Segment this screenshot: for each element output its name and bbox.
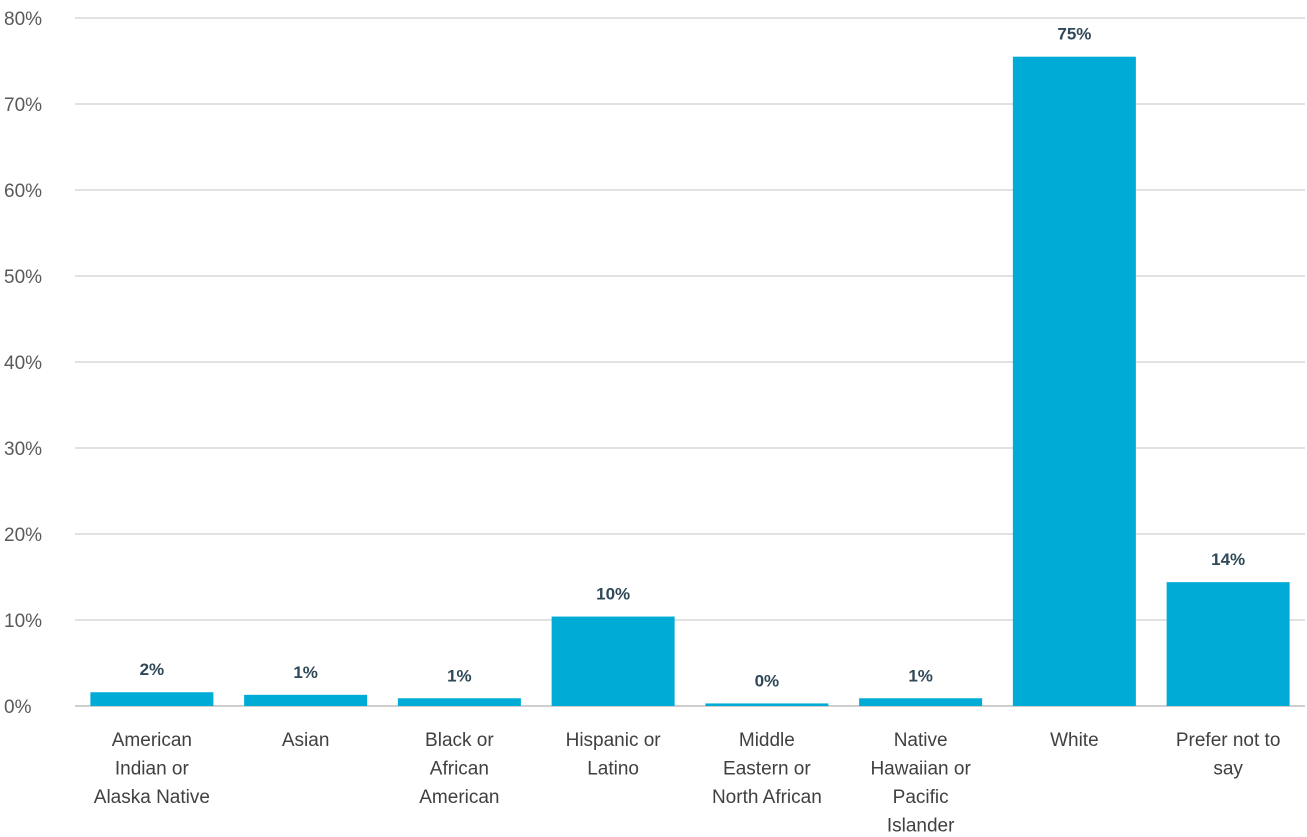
bar-value-label: 0% xyxy=(755,671,780,690)
bar xyxy=(1166,582,1290,706)
bars xyxy=(90,56,1290,706)
y-tick-label: 50% xyxy=(4,267,42,288)
bar xyxy=(397,698,521,706)
bar-value-label: 1% xyxy=(447,666,472,685)
y-tick-label: 10% xyxy=(4,611,42,632)
y-tick-label: 60% xyxy=(4,181,42,202)
x-category-label: Asian xyxy=(282,730,330,751)
x-category-label: Hispanic or Latino xyxy=(566,730,662,780)
bar xyxy=(90,692,214,706)
bar xyxy=(551,616,675,706)
bar-value-label: 1% xyxy=(293,663,318,682)
bar xyxy=(859,698,983,706)
y-tick-label: 30% xyxy=(4,439,42,460)
x-category-label: Black or African American xyxy=(419,730,499,808)
x-category-label: American Indian or Alaska Native xyxy=(94,730,210,808)
bar xyxy=(1012,56,1136,706)
bar-value-label: 1% xyxy=(908,666,933,685)
y-tick-label: 20% xyxy=(4,525,42,546)
bar xyxy=(244,694,368,706)
x-category-label: Middle Eastern or North African xyxy=(712,730,822,808)
bar-value-label: 75% xyxy=(1057,25,1091,44)
y-tick-label: 70% xyxy=(4,95,42,116)
data-labels: 2% 1% 1% 10% 0% 1% 75% 14% xyxy=(140,25,1246,691)
x-category-label: White xyxy=(1050,730,1099,751)
x-category-label: Prefer not to say xyxy=(1176,730,1281,780)
x-category-label: Native Hawaiian or Pacific Islander xyxy=(870,730,971,837)
bar-value-label: 14% xyxy=(1211,550,1245,569)
y-tick-label: 0% xyxy=(4,697,32,718)
gridlines xyxy=(75,17,1305,707)
bar xyxy=(705,703,829,706)
x-axis-categories: American Indian or Alaska Native Asian Black… xyxy=(94,730,1281,837)
y-tick-label: 40% xyxy=(4,353,42,374)
bar-value-label: 2% xyxy=(140,660,165,679)
y-tick-label: 80% xyxy=(4,9,42,30)
y-axis-ticks: 0% 10% 20% 30% 40% 50% 60% 70% 80% xyxy=(4,9,42,718)
bar-value-label: 10% xyxy=(596,585,630,604)
